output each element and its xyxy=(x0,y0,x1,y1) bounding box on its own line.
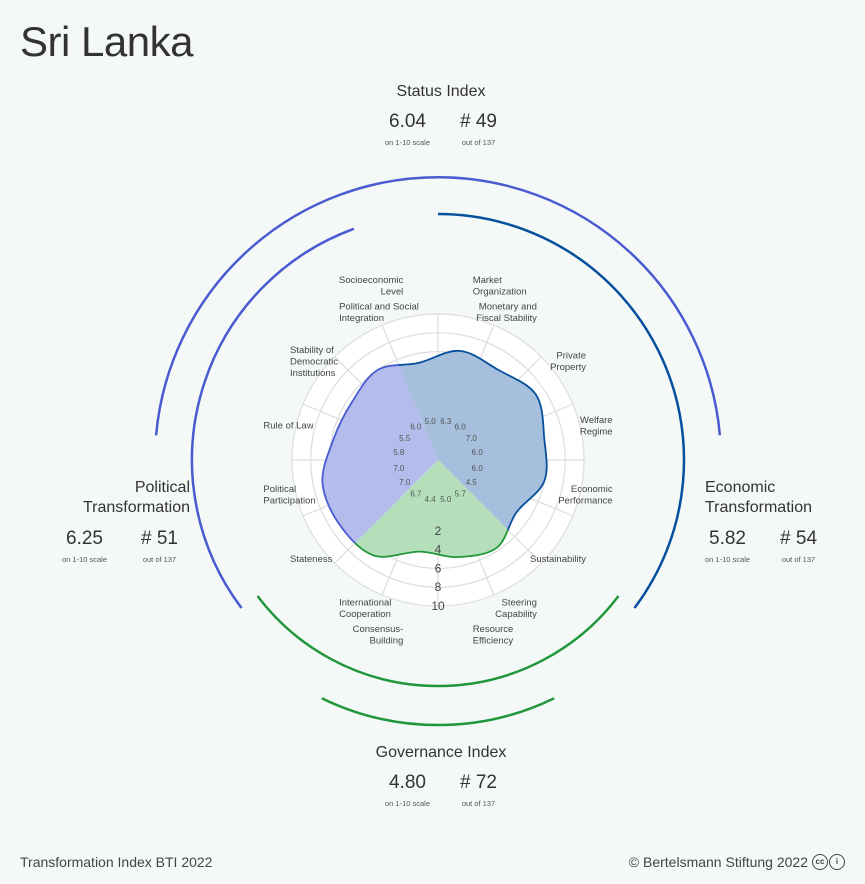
value-label: 6.3 xyxy=(440,417,452,426)
status-index-title: Status Index xyxy=(396,83,486,100)
criterion-label: Stateness xyxy=(290,554,332,565)
political-rank: # 51 xyxy=(141,528,178,549)
tick-label: 8 xyxy=(435,580,442,594)
governance-outline xyxy=(321,460,548,559)
political-score-note: on 1-10 scale xyxy=(61,555,108,564)
value-label: 5.5 xyxy=(399,434,411,443)
economic-title-line1: Economic xyxy=(705,479,776,496)
criterion-label: Market Organization xyxy=(473,275,527,298)
tick-label: 4 xyxy=(435,543,442,557)
footer-source: Transformation Index BTI 2022 xyxy=(20,854,213,870)
criterion-label: Stability of Democratic Institutions xyxy=(290,345,338,379)
criterion-label: Economic Performance xyxy=(558,484,613,507)
value-label: 5.0 xyxy=(425,417,437,426)
criterion-labels: Market Organization Monetary and Fiscal Sta… xyxy=(263,275,612,647)
tick-label: 6 xyxy=(435,561,442,575)
status-score: 6.04 xyxy=(389,111,426,132)
governance-score-note: on 1-10 scale xyxy=(384,799,431,808)
economic-rank: # 54 xyxy=(780,528,818,549)
governance-rank: # 72 xyxy=(460,772,497,793)
tick-label: 10 xyxy=(431,599,445,613)
criterion-label: Consensus-Building xyxy=(353,624,404,647)
political-arc xyxy=(190,227,355,609)
political-rank-note: out of 137 xyxy=(142,555,177,564)
governance-index-arc xyxy=(321,697,555,727)
value-label: 7.0 xyxy=(393,464,405,473)
criterion-label: Sustainability xyxy=(530,554,586,565)
economic-score-note: on 1-10 scale xyxy=(705,555,751,564)
value-label: 5.8 xyxy=(393,448,405,457)
economic-index: Economic Transformation 5.82 on 1-10 sca… xyxy=(705,478,845,564)
status-arc xyxy=(154,175,722,436)
status-rank: # 49 xyxy=(460,111,497,132)
economic-title-line2: Transformation xyxy=(705,499,812,516)
criterion-label: Resource Efficiency xyxy=(473,624,514,647)
value-label: 6.0 xyxy=(455,423,467,432)
tick-label: 2 xyxy=(435,524,442,538)
value-label: 6.0 xyxy=(410,423,422,432)
value-label: 6.0 xyxy=(472,464,484,473)
criterion-label: Rule of Law xyxy=(263,420,313,431)
value-labels: 6.36.07.06.06.04.55.75.04.46.77.07.05.85… xyxy=(393,417,483,504)
scale-ticks: 2 4 6 8 10 xyxy=(431,524,445,613)
page-title: Sri Lanka xyxy=(20,18,193,65)
copyright-text: © Bertelsmann Stiftung 2022 xyxy=(628,854,808,870)
political-title-line2: Transformation xyxy=(83,499,190,516)
political-index: Political Transformation 6.25 on 1-10 sc… xyxy=(40,478,190,564)
economic-score: 5.82 xyxy=(709,528,746,549)
value-label: 7.0 xyxy=(466,434,478,443)
governance-arc xyxy=(256,595,620,688)
value-label: 6.0 xyxy=(472,448,484,457)
criterion-label: Political and Social Integration xyxy=(339,302,419,325)
criterion-label: Socioeconomic Level xyxy=(339,275,404,298)
value-label: 6.7 xyxy=(410,489,422,498)
economic-fill xyxy=(361,350,547,558)
value-label: 5.0 xyxy=(440,495,452,504)
criterion-label: Welfare Regime xyxy=(580,415,613,438)
governance-score: 4.80 xyxy=(389,772,426,793)
criterion-label: Private Property xyxy=(550,351,586,374)
governance-rank-note: out of 137 xyxy=(461,799,496,808)
footer-copyright: © Bertelsmann Stiftung 2022 cc i xyxy=(629,854,845,870)
political-score: 6.25 xyxy=(66,528,103,549)
value-label: 5.7 xyxy=(455,489,467,498)
criterion-label: International Cooperation xyxy=(339,598,391,621)
index-arcs xyxy=(154,175,722,727)
economic-arc xyxy=(437,212,686,609)
value-label: 4.4 xyxy=(425,495,437,504)
creative-commons-icon: cc i xyxy=(812,854,845,870)
criterion-label: Political Participation xyxy=(263,484,315,507)
governance-index: Governance Index 4.80 on 1-10 scale # 72… xyxy=(341,744,541,808)
value-label: 4.5 xyxy=(466,478,478,487)
economic-rank-note: out of 137 xyxy=(781,555,816,564)
criterion-label: Steering Capability xyxy=(495,598,537,621)
status-rank-note: out of 137 xyxy=(461,138,496,147)
status-index: Status Index 6.04 on 1-10 scale # 49 out… xyxy=(341,83,541,147)
status-score-note: on 1-10 scale xyxy=(384,138,431,147)
criterion-label: Monetary and Fiscal Stability xyxy=(476,302,537,325)
value-label: 7.0 xyxy=(399,478,411,487)
governance-index-title: Governance Index xyxy=(375,744,507,761)
political-title-line1: Political xyxy=(134,479,190,496)
